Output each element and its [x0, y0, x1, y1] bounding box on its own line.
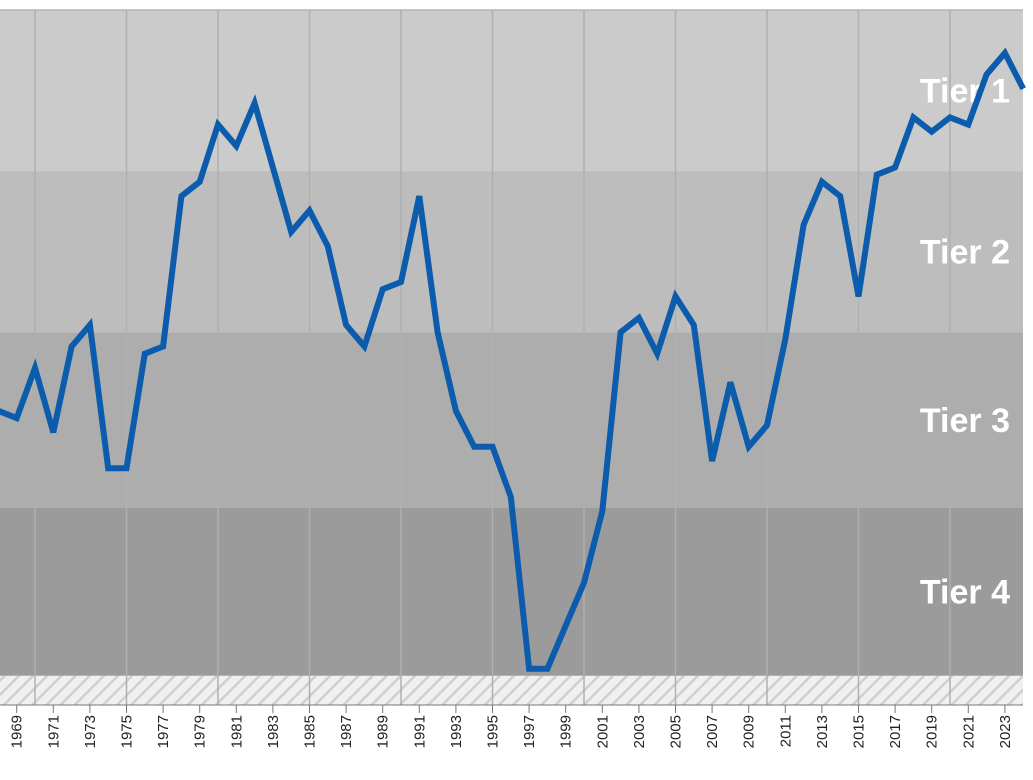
x-tick-label: 2003 — [631, 715, 648, 748]
x-tick-label: 1971 — [45, 715, 62, 748]
tier-band — [0, 332, 1023, 508]
x-tick-label: 1973 — [82, 715, 99, 748]
x-tick-label: 1981 — [228, 715, 245, 748]
x-tick-label: 2015 — [851, 715, 868, 748]
x-tick-label: 2023 — [997, 715, 1014, 748]
x-tick-label: 2017 — [887, 715, 904, 748]
x-tick-label: 1969 — [9, 715, 26, 748]
x-tick-label: 1975 — [119, 715, 136, 748]
x-tick-label: 2001 — [594, 715, 611, 748]
x-tick-label: 1995 — [485, 715, 502, 748]
x-tick-label: 2011 — [777, 715, 794, 747]
tier-label: Tier 2 — [920, 234, 1010, 272]
tier-band — [0, 171, 1023, 333]
x-tick-label: 2019 — [924, 715, 941, 748]
x-tick-label: 1983 — [265, 715, 282, 748]
x-tick-label: 1989 — [375, 715, 392, 748]
hatched-band — [0, 675, 1023, 705]
x-tick-label: 1977 — [155, 715, 172, 748]
tier-label: Tier 4 — [920, 574, 1010, 612]
x-tick-label: 1987 — [338, 715, 355, 748]
x-tick-label: 2009 — [741, 715, 758, 748]
tier-band — [0, 10, 1023, 172]
x-tick-label: 2005 — [668, 715, 685, 748]
x-tick-label: 1985 — [302, 715, 319, 748]
tier-band — [0, 507, 1023, 676]
data-line — [0, 47, 1026, 672]
tier-label: Tier 3 — [920, 402, 1010, 440]
x-tick-label: 2021 — [960, 715, 977, 748]
x-tick-label: 2013 — [814, 715, 831, 748]
x-tick-label: 1993 — [448, 715, 465, 748]
x-tick-label: 1991 — [411, 715, 428, 748]
x-tick-label: 1979 — [192, 715, 209, 748]
x-tick-label: 1999 — [558, 715, 575, 748]
x-tick-label: 2007 — [704, 715, 721, 748]
x-tick-label: 1997 — [521, 715, 538, 748]
tier-label: Tier 1 — [920, 73, 1010, 111]
